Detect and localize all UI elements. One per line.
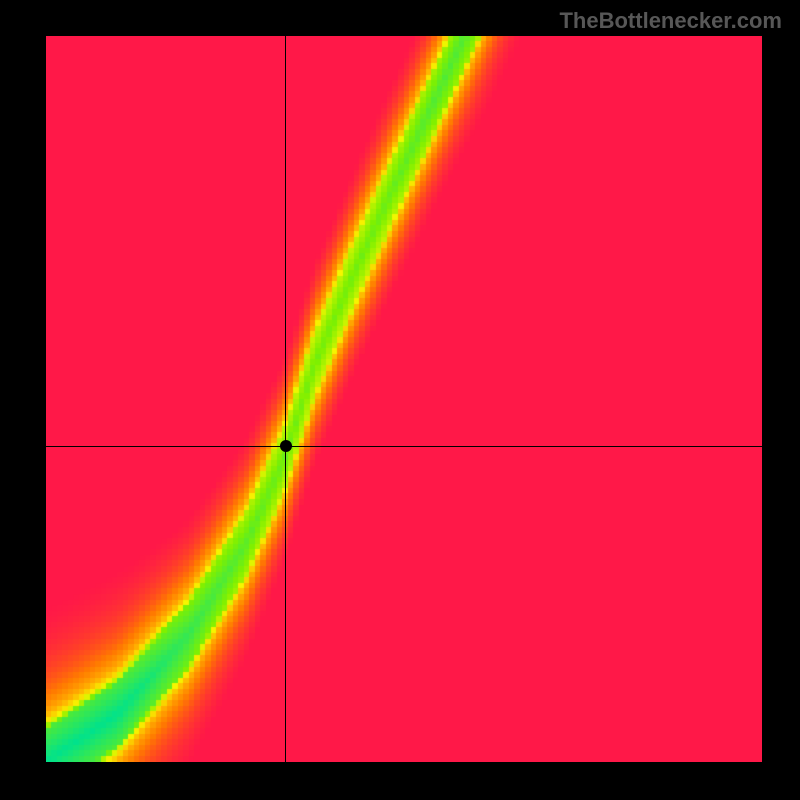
plot-area xyxy=(46,36,762,762)
bottleneck-heatmap xyxy=(46,36,762,762)
selection-marker xyxy=(280,440,292,452)
crosshair-vertical xyxy=(285,36,286,762)
crosshair-horizontal xyxy=(46,446,762,447)
watermark-text: TheBottlenecker.com xyxy=(559,8,782,34)
root: TheBottlenecker.com xyxy=(0,0,800,800)
